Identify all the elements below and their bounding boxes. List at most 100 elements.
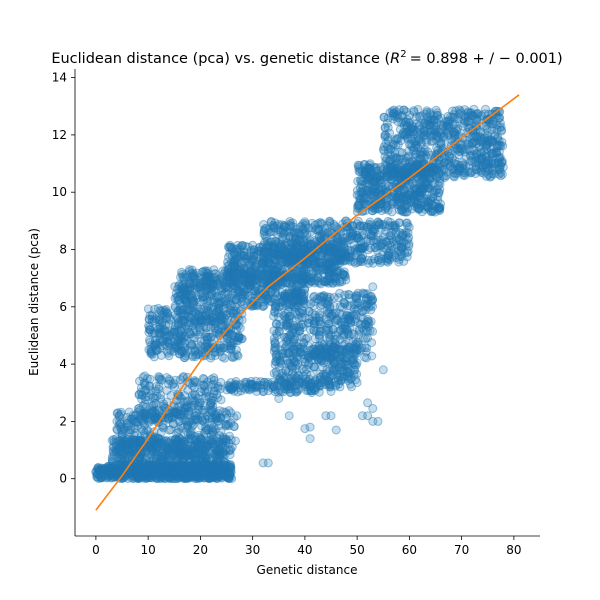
data-point (170, 469, 180, 479)
data-point (137, 464, 147, 474)
data-point (165, 471, 175, 481)
data-point (285, 220, 294, 230)
data-point (170, 474, 179, 484)
data-point (325, 302, 335, 311)
data-point (162, 468, 171, 478)
data-point (155, 373, 164, 383)
data-point (142, 467, 152, 477)
data-point (103, 471, 113, 481)
data-point (216, 469, 226, 479)
data-point (205, 466, 215, 476)
data-point (268, 241, 278, 251)
data-point (176, 470, 186, 480)
data-point (196, 471, 206, 481)
data-point (205, 468, 215, 478)
data-point (392, 240, 402, 250)
data-point (223, 473, 233, 483)
data-point (354, 199, 364, 209)
data-point (107, 472, 117, 482)
data-point (402, 195, 412, 205)
data-point (138, 471, 148, 481)
data-point (200, 473, 209, 483)
data-point (217, 472, 227, 482)
data-point (343, 327, 353, 337)
data-point (181, 464, 191, 473)
data-point (226, 242, 236, 252)
data-point (213, 466, 223, 476)
data-point (227, 474, 237, 484)
data-point (134, 474, 143, 483)
data-point (185, 470, 194, 480)
data-point (186, 467, 196, 477)
data-point (99, 466, 108, 475)
data-point (130, 462, 140, 472)
data-point (215, 466, 225, 475)
data-point (108, 461, 118, 471)
data-point (223, 470, 233, 480)
data-point (335, 288, 345, 298)
data-point (225, 467, 235, 477)
data-point (133, 471, 143, 481)
data-point (153, 464, 163, 474)
data-point (220, 467, 230, 477)
data-point (182, 464, 191, 474)
data-point (118, 426, 127, 436)
data-point (151, 473, 161, 483)
data-point (171, 468, 181, 478)
data-point (197, 471, 207, 481)
data-point (187, 462, 197, 471)
data-point (130, 468, 140, 478)
data-point (220, 465, 230, 475)
data-point (184, 277, 194, 287)
data-point (270, 288, 280, 298)
data-point (355, 257, 365, 267)
data-point (170, 461, 180, 471)
data-point (113, 443, 123, 453)
data-point (128, 464, 138, 473)
data-point (213, 472, 223, 482)
data-point (92, 469, 102, 479)
data-point (215, 472, 224, 482)
data-point (142, 469, 152, 479)
data-point (138, 471, 148, 481)
data-point (249, 301, 259, 310)
data-point (197, 467, 207, 477)
data-point (226, 467, 236, 477)
data-point (196, 470, 206, 480)
data-point (225, 469, 235, 479)
data-point (206, 472, 216, 482)
data-point (197, 292, 207, 302)
data-point (96, 473, 106, 483)
data-point (269, 265, 279, 275)
data-point (185, 466, 195, 475)
data-point (154, 469, 164, 479)
data-point (201, 276, 211, 286)
data-point (362, 343, 372, 353)
data-point (225, 472, 235, 482)
data-point (210, 465, 220, 475)
data-point (158, 467, 168, 477)
data-point (178, 315, 188, 325)
data-point (160, 440, 169, 449)
data-point (91, 467, 101, 477)
data-point (219, 449, 229, 459)
data-point (211, 468, 221, 478)
data-point (209, 472, 219, 481)
data-point (222, 275, 232, 285)
data-point (212, 474, 222, 483)
data-point (144, 473, 154, 483)
data-point (219, 321, 229, 331)
data-point (336, 376, 346, 385)
data-point (169, 463, 179, 473)
chart-title: Euclidean distance (pca) vs. genetic dis… (51, 49, 562, 67)
data-point (147, 348, 156, 358)
data-point (134, 462, 144, 472)
data-point (351, 360, 361, 370)
data-point (394, 257, 404, 267)
data-point (167, 461, 177, 471)
data-point (147, 465, 157, 475)
data-point (210, 468, 220, 478)
data-point (95, 464, 105, 474)
data-point (154, 461, 164, 471)
data-point (218, 470, 228, 480)
